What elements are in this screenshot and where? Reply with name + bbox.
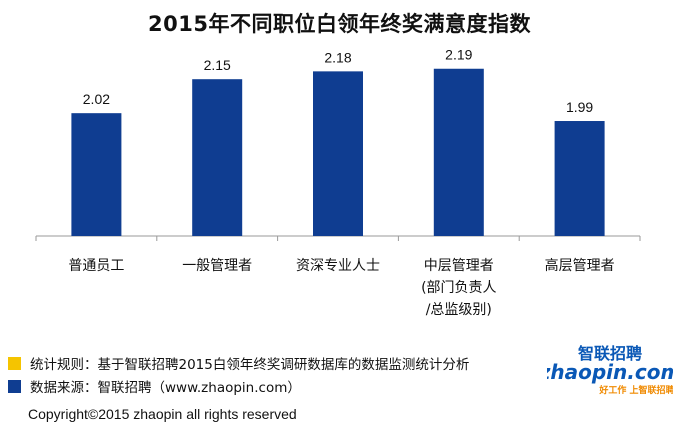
data-label-1: 2.02 xyxy=(83,91,110,107)
data-label-3: 2.18 xyxy=(324,49,351,65)
category-label-4-line-2: (部门负责人 xyxy=(421,280,496,296)
category-label-3: 资深专业人士 xyxy=(296,258,380,274)
blue-square-icon xyxy=(8,379,21,393)
bar-3 xyxy=(313,71,363,236)
statistics-rule-note: 统计规则：基于智联招聘2015白领年终奖调研数据库的数据监测统计分析 xyxy=(8,353,469,373)
data-source-note: 数据来源：智联招聘（www.zhaopin.com） xyxy=(8,376,301,396)
logo-wordmark: zhaopin.com xyxy=(547,360,673,384)
logo-cn-name: 智联招聘 xyxy=(578,344,642,363)
data-source-text: 数据来源：智联招聘（www.zhaopin.com） xyxy=(30,380,301,396)
category-label-1: 普通员工 xyxy=(68,258,124,274)
bar-2 xyxy=(192,79,243,236)
category-label-4-line-1: 中层管理者 xyxy=(424,258,494,274)
data-label-4: 2.19 xyxy=(445,47,472,63)
copyright-text: Copyright©2015 zhaopin all rights reserv… xyxy=(28,406,297,422)
category-label-2: 一般管理者 xyxy=(182,258,252,274)
logo-tagline: 好工作 上智联招聘 xyxy=(598,384,673,396)
statistics-rule-text: 统计规则：基于智联招聘2015白领年终奖调研数据库的数据监测统计分析 xyxy=(30,357,470,373)
data-label-5: 1.99 xyxy=(566,99,593,115)
bar-4 xyxy=(433,68,484,236)
category-label-4-line-3: /总监级别) xyxy=(426,302,492,318)
zhaopin-logo: 智联招聘 zhaopin.com 好工作 上智联招聘 xyxy=(547,344,673,396)
yellow-square-icon xyxy=(8,356,21,370)
data-label-2: 2.15 xyxy=(204,57,231,73)
bar-chart: 2.02 普通员工 2.15 一般管理者 2.18 资深专业人士 2.19 中层管理者 (部门负… xyxy=(35,47,641,318)
bar-5 xyxy=(554,121,605,236)
bar-1 xyxy=(71,113,122,236)
chart-title: 2015年不同职位白领年终奖满意度指数 xyxy=(148,12,531,36)
category-label-5: 高层管理者 xyxy=(545,257,615,274)
